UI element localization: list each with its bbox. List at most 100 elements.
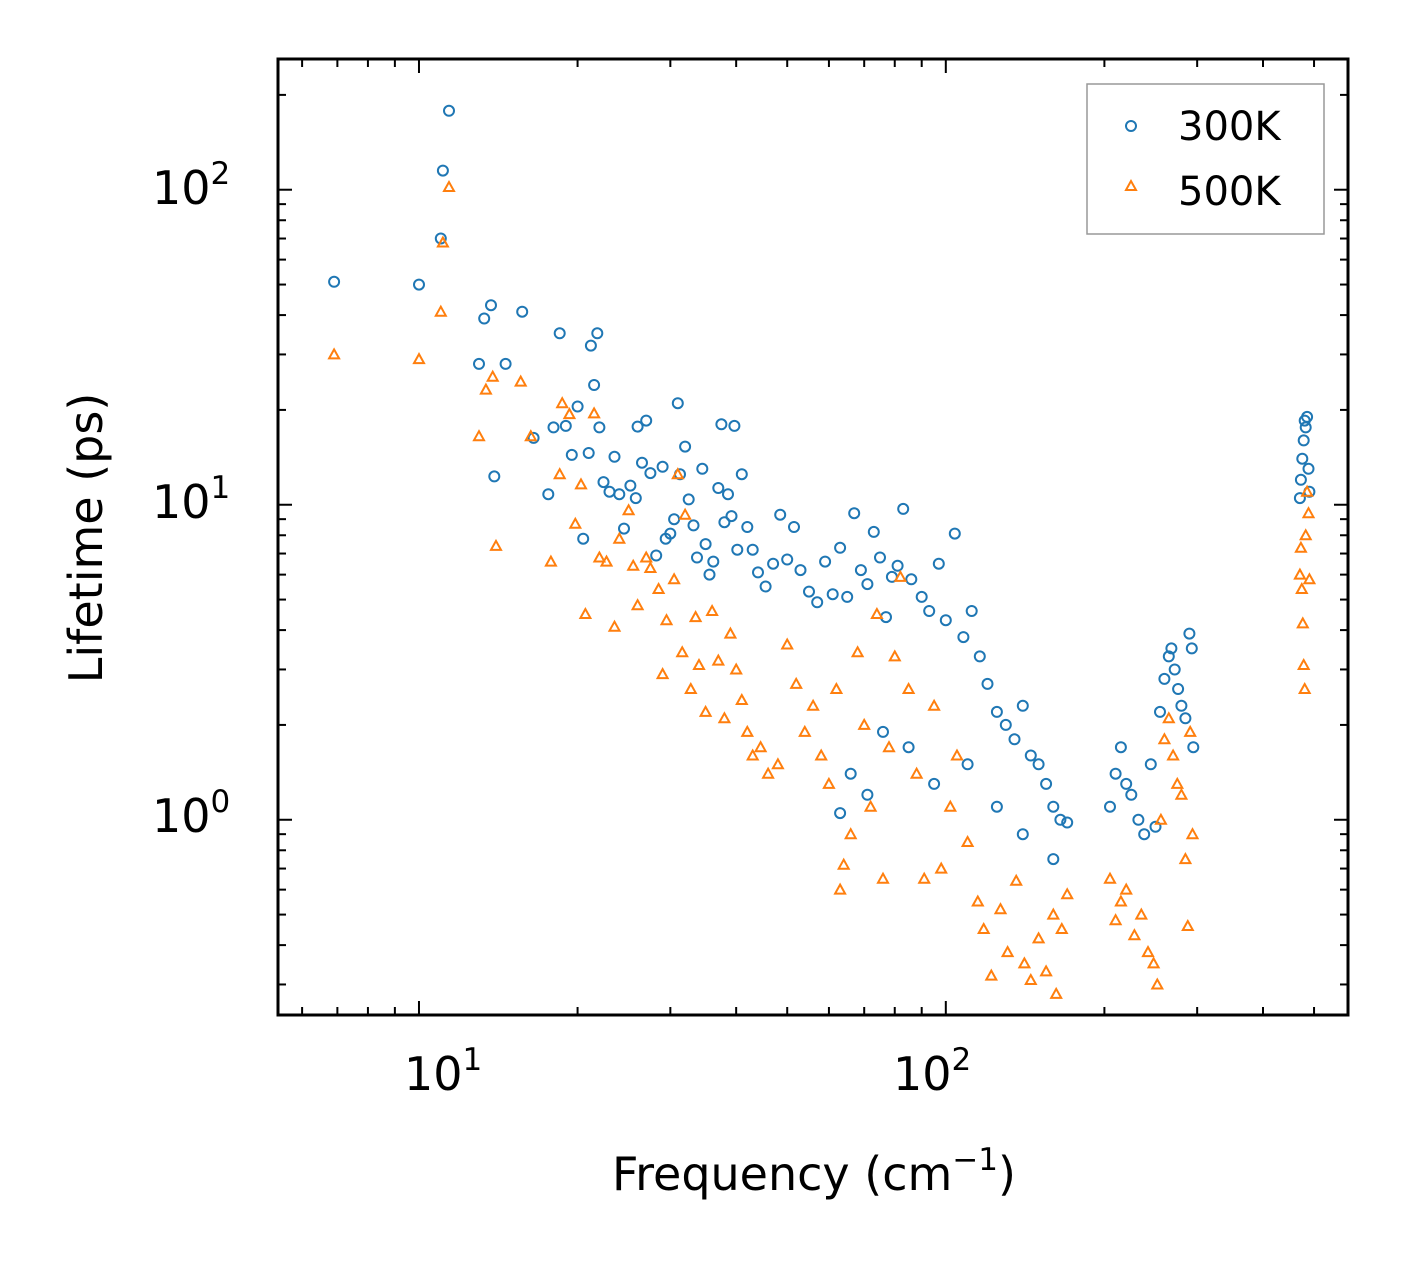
data-point-300k xyxy=(722,488,734,501)
data-point-300k xyxy=(608,450,621,463)
data-point-300k xyxy=(618,522,630,535)
data-point-500k xyxy=(1055,921,1069,934)
legend: 300K 500K xyxy=(1086,83,1325,235)
plot-frame xyxy=(276,57,1350,1017)
data-point-300k xyxy=(1175,699,1188,712)
data-point-300k xyxy=(923,605,936,617)
data-point-500k xyxy=(850,645,865,658)
data-point-300k xyxy=(553,327,566,340)
data-point-500k xyxy=(659,613,674,626)
data-point-500k xyxy=(789,676,803,689)
data-point-500k xyxy=(1299,528,1313,541)
data-point-500k xyxy=(1049,986,1063,999)
data-point-300k xyxy=(671,397,684,410)
data-point-300k xyxy=(1138,828,1151,841)
data-point-300k xyxy=(1032,758,1045,771)
data-point-500k xyxy=(917,871,931,884)
data-point-500k xyxy=(1293,567,1307,580)
data-point-500k xyxy=(993,902,1008,915)
data-point-500k xyxy=(1166,748,1180,761)
data-point-500k xyxy=(1296,616,1310,629)
data-point-300k xyxy=(731,543,744,556)
data-point-500k xyxy=(1103,871,1117,884)
data-point-300k xyxy=(957,631,970,644)
data-point-300k xyxy=(902,741,915,754)
data-point-500k xyxy=(950,748,964,761)
data-point-500k xyxy=(1060,887,1074,900)
data-point-300k xyxy=(436,164,449,177)
legend-box xyxy=(1086,83,1325,235)
data-point-300k xyxy=(473,357,485,370)
data-point-500k xyxy=(971,894,985,907)
data-point-300k xyxy=(644,467,657,480)
series-500k-marks xyxy=(327,179,1317,999)
data-point-300k xyxy=(897,502,910,515)
legend-label-500k: 500K xyxy=(1178,169,1282,215)
data-point-300k xyxy=(811,596,824,609)
data-point-500k xyxy=(486,369,500,382)
data-point-300k xyxy=(741,521,754,533)
data-point-500k xyxy=(876,871,890,884)
data-point-500k xyxy=(927,698,941,711)
data-point-300k xyxy=(478,312,491,325)
data-point-500k xyxy=(1157,732,1172,745)
data-point-300k xyxy=(636,456,648,469)
data-point-500k xyxy=(863,799,878,812)
data-point-300k xyxy=(559,419,572,432)
series-300k-marks xyxy=(328,104,1316,866)
data-point-500k xyxy=(587,406,601,419)
data-point-500k xyxy=(1039,964,1053,977)
data-point-500k xyxy=(1295,581,1309,594)
data-point-300k xyxy=(650,549,663,562)
data-point-300k xyxy=(1054,813,1067,826)
data-point-300k xyxy=(1301,410,1314,423)
data-point-500k xyxy=(643,560,658,573)
data-point-500k xyxy=(1108,913,1123,926)
data-point-300k xyxy=(1120,777,1133,790)
data-point-300k xyxy=(819,555,832,568)
data-point-500k xyxy=(442,179,456,192)
data-point-300k xyxy=(1162,650,1175,663)
data-point-500k xyxy=(711,653,725,666)
x-tick-label-100: 102 xyxy=(893,1042,971,1101)
data-point-300k xyxy=(752,566,764,579)
data-point-500k xyxy=(1294,540,1308,553)
data-point-500k xyxy=(626,558,640,571)
data-point-300k xyxy=(861,788,874,801)
data-point-300k xyxy=(1294,473,1307,486)
data-point-500k xyxy=(753,740,768,753)
data-point-300k xyxy=(1302,462,1315,475)
data-point-500k xyxy=(621,503,636,516)
data-point-300k xyxy=(1132,813,1145,826)
y-tick-label-10: 101 xyxy=(152,470,230,529)
data-point-500k xyxy=(524,429,538,442)
data-point-300k xyxy=(1016,699,1029,712)
data-point-500k xyxy=(761,766,775,779)
y-tick-label-100: 102 xyxy=(152,156,230,215)
data-point-500k xyxy=(607,619,622,632)
data-point-500k xyxy=(780,637,794,650)
data-point-500k xyxy=(1162,711,1176,724)
data-point-300k xyxy=(679,440,692,453)
legend-marker-500k xyxy=(1124,178,1138,191)
data-point-300k xyxy=(767,557,780,570)
data-point-300k xyxy=(1016,828,1029,841)
data-point-500k xyxy=(822,776,836,789)
data-point-300k xyxy=(691,551,703,564)
data-point-500k xyxy=(555,396,569,409)
data-point-500k xyxy=(1185,827,1200,840)
data-point-300k xyxy=(1158,672,1171,685)
data-point-500k xyxy=(1031,931,1046,944)
legend-marker-300k xyxy=(1125,120,1137,132)
data-point-300k xyxy=(687,519,700,532)
data-point-500k xyxy=(1301,506,1316,519)
data-point-500k xyxy=(882,740,896,753)
data-point-300k xyxy=(1299,421,1312,434)
data-point-300k xyxy=(565,448,578,461)
data-point-500k xyxy=(412,352,426,365)
data-point-300k xyxy=(696,462,709,475)
data-point-500k xyxy=(678,507,692,520)
data-point-300k xyxy=(841,590,854,603)
data-point-300k xyxy=(715,418,728,431)
